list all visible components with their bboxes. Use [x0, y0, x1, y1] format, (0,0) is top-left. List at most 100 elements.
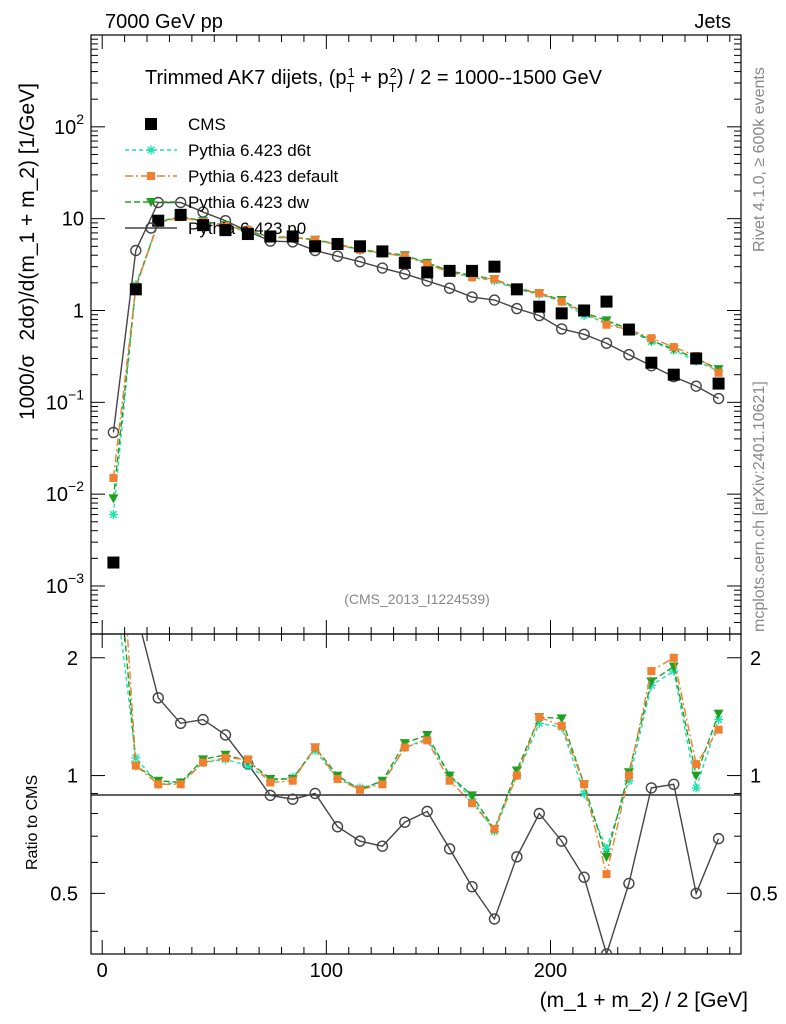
data-point [712, 377, 725, 390]
ratio-point [555, 835, 568, 847]
data-point [488, 294, 501, 306]
ratio-pythia-6-423-d6t [120, 634, 724, 854]
data-point [311, 235, 320, 244]
data-point [511, 302, 523, 315]
data-point [712, 392, 725, 405]
x-axis-label: (m_1 + m_2) / 2 [GeV] [540, 989, 748, 1012]
data-point [555, 307, 568, 320]
ratio-line [126, 634, 720, 875]
ratio-point [399, 816, 411, 828]
ratio-point [331, 821, 344, 833]
data-point [647, 334, 656, 343]
ratio-point [668, 778, 680, 790]
data-point [400, 252, 409, 261]
data-point [690, 352, 703, 365]
ratio-point [647, 667, 656, 676]
ratio-series-group [120, 634, 725, 954]
ratio-point [691, 771, 702, 781]
ratio-line [120, 634, 720, 851]
data-point [398, 256, 411, 269]
data-point [107, 556, 120, 569]
legend-entry: Pythia 6.423 default [125, 167, 339, 186]
ratio-point [354, 835, 366, 847]
ratio-point [443, 843, 456, 855]
ratio-point [219, 729, 232, 741]
ratio-point [266, 778, 275, 787]
y-tick-labels: 102 10 1 10−1 10−2 10−3 [46, 111, 84, 598]
ratio-point [355, 785, 364, 794]
data-point [488, 260, 501, 273]
ratio-point [243, 755, 252, 764]
legend-marker [145, 222, 157, 234]
data-point [645, 356, 658, 369]
analysis-watermark: (CMS_2013_I1224539) [344, 591, 490, 607]
data-point [602, 320, 611, 329]
series-pythia-6-423-d6t [108, 212, 724, 520]
data-point [466, 264, 479, 277]
chart-title: Trimmed AK7 dijets, (pT1 + pT2) / 2 = 10… [145, 65, 603, 95]
data-point [197, 206, 209, 218]
ratio-point [623, 877, 635, 890]
ratio-point [131, 761, 140, 770]
legend-label: Pythia 6.423 p0 [188, 219, 306, 238]
ratio-point [646, 677, 657, 687]
legend: CMS Pythia 6.423 d6t Pythia 6.423 default P… [125, 115, 339, 238]
ratio-point [578, 871, 590, 883]
legend-entry: Pythia 6.423 p0 [125, 219, 306, 238]
ratio-tick-label: 2 [67, 648, 78, 670]
x-tick-label: 0 [97, 960, 108, 982]
legend-entry: Pythia 6.423 dw [125, 193, 310, 212]
data-point [468, 273, 477, 282]
data-point [197, 219, 210, 232]
main-series-group [107, 196, 725, 569]
ratio-point [176, 780, 185, 789]
data-point [109, 473, 118, 482]
data-point [130, 244, 142, 257]
data-point [174, 208, 187, 221]
ratio-point [423, 736, 432, 745]
data-point [578, 304, 591, 317]
data-point [622, 323, 635, 336]
y-tick-label: 102 [54, 111, 84, 139]
ratio-point [174, 717, 187, 730]
data-point [555, 323, 568, 335]
data-point [690, 380, 702, 392]
data-point [600, 337, 613, 349]
ratio-point [669, 653, 678, 662]
legend-marker [145, 118, 157, 130]
data-point [557, 297, 566, 306]
data-point [129, 283, 142, 296]
series-line [112, 201, 719, 433]
ratio-line [141, 634, 720, 954]
ratio-point [557, 721, 566, 730]
ratio-point [534, 718, 544, 728]
y-tick-label: 10−3 [46, 570, 84, 598]
data-point [219, 224, 232, 237]
data-point [423, 260, 432, 269]
data-point [510, 283, 523, 296]
ratio-point [600, 948, 613, 954]
mcplots-credit-label: mcplots.cern.ch [arXiv:2401.10621] [751, 381, 768, 632]
ratio-point [533, 807, 545, 820]
ratio-point [333, 774, 342, 783]
axis-ticks [91, 35, 741, 954]
ratio-point [645, 782, 658, 794]
data-point [443, 264, 456, 277]
y-axis-label: 1000/σ2dσ)/d(m_1 + m_2) [1/GeV] [16, 83, 39, 420]
series-pythia-6-423-default [109, 213, 723, 482]
legend-label: Pythia 6.423 dw [188, 193, 310, 212]
header-right: Jets [694, 11, 731, 33]
ratio-point [287, 793, 299, 805]
ratio-point [422, 730, 433, 740]
ratio-point [624, 776, 634, 786]
ratio-point [580, 780, 589, 789]
ratio-point [444, 771, 455, 781]
data-point [667, 368, 680, 381]
series-cms [107, 208, 725, 569]
ratio-plot-frame [90, 633, 742, 955]
ratio-point [468, 799, 477, 808]
data-point [331, 237, 344, 250]
data-point [353, 240, 366, 253]
data-point [669, 343, 678, 352]
